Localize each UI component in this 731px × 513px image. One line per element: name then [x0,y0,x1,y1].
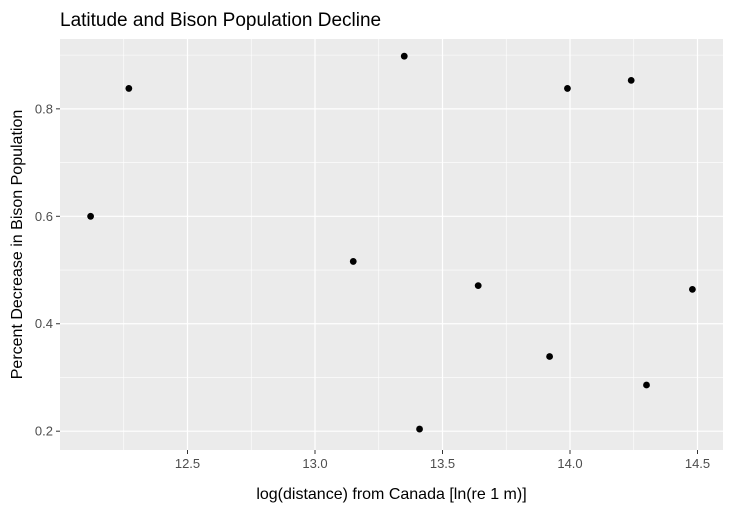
data-point [474,282,482,289]
data-point [689,285,696,293]
y-axis-ticks: 0.2 0.4 0.6 0.8 [35,101,60,439]
data-point [416,425,423,433]
x-tick-label: 12.5 [175,456,200,471]
y-tick-label: 0.6 [35,209,53,224]
x-tick-label: 13.0 [302,456,327,471]
y-axis-title: Percent Decrease in Bison Population [9,110,26,380]
data-point [400,52,408,60]
data-points [87,52,696,433]
chart-title: Latitude and Bison Population Decline [60,10,381,31]
x-axis-title: log(distance) from Canada [ln(re 1 m)] [256,486,526,503]
x-axis-ticks: 12.5 13.0 13.5 14.0 14.5 [175,450,710,471]
grid-minor [60,39,723,450]
x-tick-label: 14.0 [557,456,582,471]
plot-panel [60,39,723,450]
data-point [125,85,133,92]
data-point [564,85,571,92]
data-point [87,212,94,220]
x-tick-label: 14.5 [685,456,710,471]
data-point [627,76,635,84]
data-point [546,353,553,360]
y-tick-label: 0.4 [35,316,53,331]
data-point [643,381,650,389]
x-tick-label: 13.5 [430,456,455,471]
data-point [349,258,357,265]
y-tick-label: 0.2 [35,424,53,439]
y-tick-label: 0.8 [35,101,53,116]
grid-major [60,39,723,450]
